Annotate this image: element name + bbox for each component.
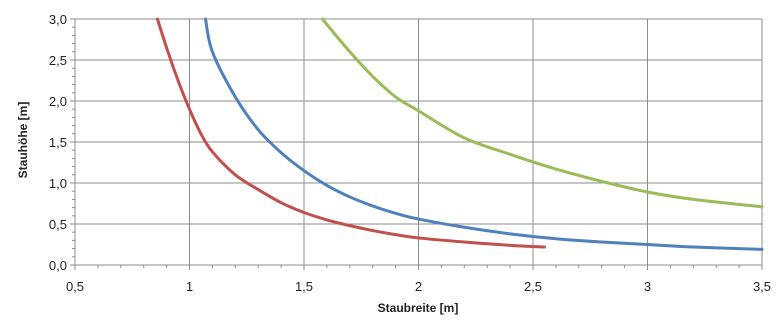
tick-labels: 0,5 1 1,5 2 2,5 3 3,5 0,0 0,5 1,0 1,5 2,0 2,5 3,0 bbox=[49, 12, 771, 294]
grid-lines bbox=[70, 18, 763, 270]
x-tick-label: 0,5 bbox=[66, 279, 84, 294]
x-tick-label: 1 bbox=[186, 279, 193, 294]
x-tick-label: 2,5 bbox=[524, 279, 542, 294]
y-tick-label: 0,5 bbox=[49, 217, 67, 232]
y-tick-label: 1,0 bbox=[49, 176, 67, 191]
series-line-1 bbox=[155, 17, 546, 249]
series-lines bbox=[155, 17, 764, 251]
minor-ticks bbox=[72, 18, 763, 268]
x-tick-label: 3 bbox=[644, 279, 651, 294]
y-tick-label: 2,5 bbox=[49, 53, 67, 68]
y-tick-label: 0,0 bbox=[49, 258, 67, 273]
x-tick-label: 1,5 bbox=[295, 279, 313, 294]
x-tick-label: 2 bbox=[415, 279, 422, 294]
series-line-2 bbox=[204, 17, 764, 251]
y-tick-label: 2,0 bbox=[49, 94, 67, 109]
y-axis-title: Stauhöhe [m] bbox=[16, 102, 30, 179]
y-tick-label: 1,5 bbox=[49, 135, 67, 150]
series-line-3 bbox=[320, 17, 764, 209]
x-tick-label: 3,5 bbox=[753, 279, 771, 294]
x-axis-title: Staubreite [m] bbox=[378, 301, 459, 315]
y-tick-label: 3,0 bbox=[49, 12, 67, 27]
